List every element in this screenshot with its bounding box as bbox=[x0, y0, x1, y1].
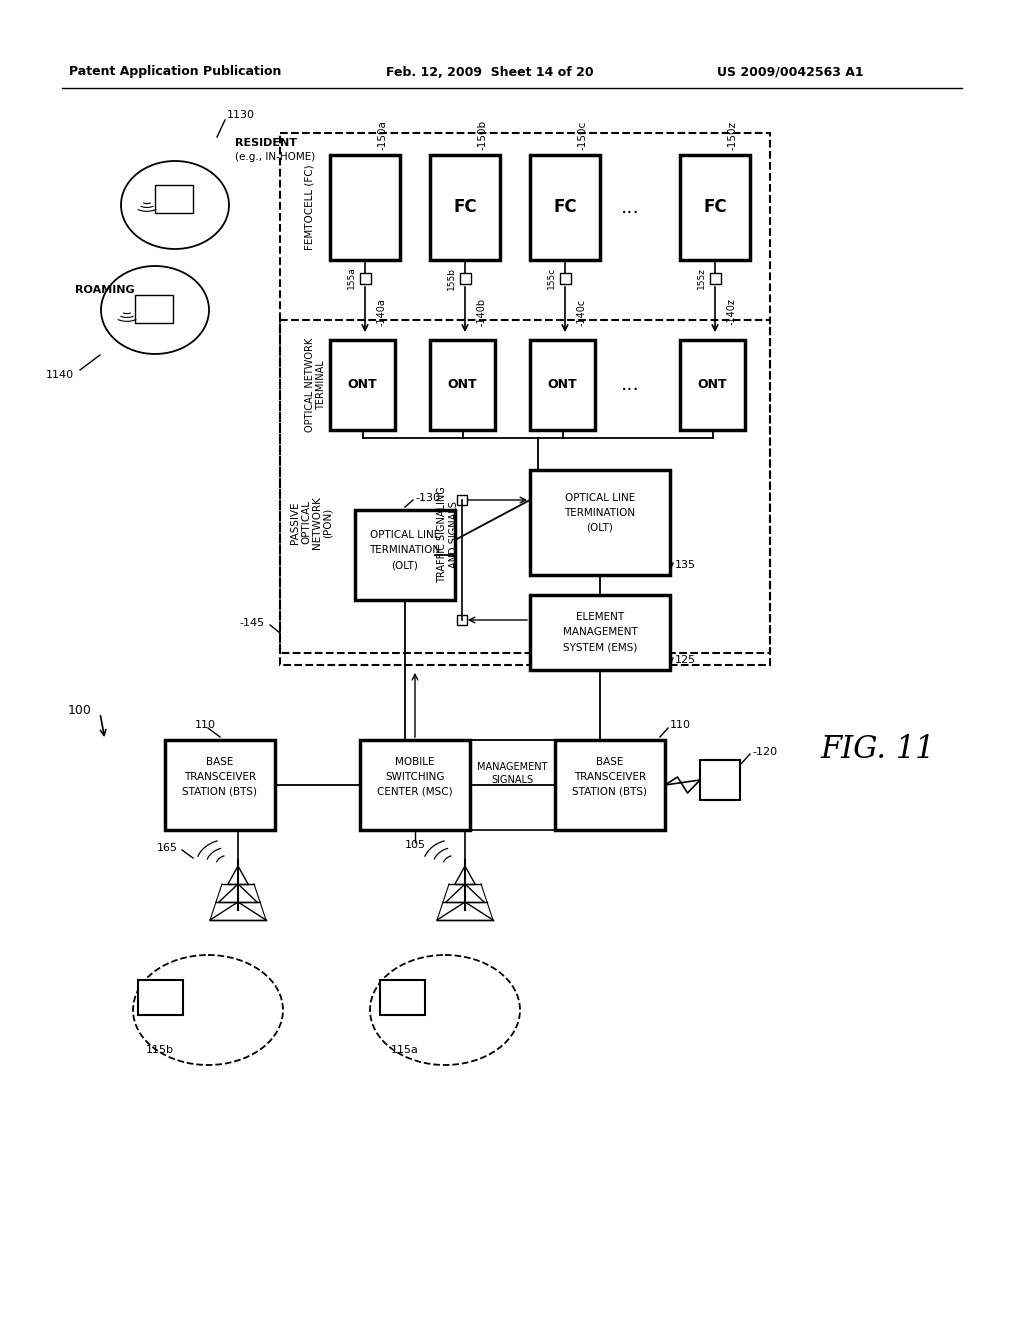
Text: AND SIGNALS: AND SIGNALS bbox=[449, 502, 459, 569]
Text: OPTICAL LINE: OPTICAL LINE bbox=[370, 531, 440, 540]
Text: 155b: 155b bbox=[446, 267, 456, 289]
Bar bbox=[430, 341, 495, 430]
Text: MANAGEMENT: MANAGEMENT bbox=[562, 627, 637, 638]
Bar bbox=[138, 979, 183, 1015]
Text: TERMINAL: TERMINAL bbox=[316, 360, 326, 411]
Text: MOBILE: MOBILE bbox=[395, 756, 435, 767]
Bar bbox=[460, 272, 470, 284]
Text: -140z: -140z bbox=[727, 298, 737, 326]
Text: ...: ... bbox=[621, 375, 639, 395]
Bar bbox=[530, 341, 595, 430]
Bar bbox=[280, 319, 770, 665]
Text: (OLT): (OLT) bbox=[587, 523, 613, 533]
Text: -140c: -140c bbox=[577, 298, 587, 326]
Text: OPTICAL: OPTICAL bbox=[301, 500, 311, 544]
Text: PASSIVE: PASSIVE bbox=[290, 502, 300, 544]
Text: 110: 110 bbox=[195, 719, 215, 730]
Text: -150b: -150b bbox=[477, 120, 487, 150]
Text: 1140: 1140 bbox=[46, 370, 74, 380]
Text: -120: -120 bbox=[752, 747, 777, 756]
Bar bbox=[457, 495, 467, 506]
Text: FC: FC bbox=[553, 198, 577, 216]
Text: ONT: ONT bbox=[348, 379, 377, 392]
Text: FC: FC bbox=[703, 198, 727, 216]
Text: 110: 110 bbox=[670, 719, 691, 730]
Text: TRANSCEIVER: TRANSCEIVER bbox=[184, 772, 256, 781]
Text: SIGNALS: SIGNALS bbox=[492, 775, 534, 785]
Bar bbox=[135, 294, 173, 323]
Bar bbox=[430, 154, 500, 260]
Bar bbox=[710, 272, 721, 284]
Bar bbox=[380, 979, 425, 1015]
Text: 105: 105 bbox=[404, 840, 426, 850]
Text: FEMTOCELL (FC): FEMTOCELL (FC) bbox=[305, 165, 315, 251]
Text: 155c: 155c bbox=[547, 267, 555, 289]
Bar bbox=[330, 154, 400, 260]
Text: OPTICAL LINE: OPTICAL LINE bbox=[565, 492, 635, 503]
Text: -145: -145 bbox=[240, 618, 265, 628]
Bar bbox=[530, 154, 600, 260]
Text: FC: FC bbox=[454, 198, 477, 216]
Text: (PON): (PON) bbox=[323, 507, 333, 537]
Bar bbox=[360, 741, 470, 830]
Text: TERMINATION: TERMINATION bbox=[564, 508, 636, 517]
Text: BASE: BASE bbox=[596, 756, 624, 767]
Bar bbox=[559, 272, 570, 284]
Text: (OLT): (OLT) bbox=[391, 560, 419, 570]
Bar bbox=[155, 185, 193, 213]
Text: MANAGEMENT: MANAGEMENT bbox=[477, 762, 548, 772]
Text: BASE: BASE bbox=[206, 756, 233, 767]
Text: ONT: ONT bbox=[447, 379, 477, 392]
Text: -150c: -150c bbox=[577, 120, 587, 150]
Text: ONT: ONT bbox=[697, 379, 727, 392]
Text: 155a: 155a bbox=[346, 267, 355, 289]
Bar bbox=[355, 510, 455, 601]
Text: CENTER (MSC): CENTER (MSC) bbox=[377, 787, 453, 797]
Bar bbox=[680, 341, 745, 430]
Bar bbox=[530, 595, 670, 671]
Text: -140a: -140a bbox=[377, 298, 387, 326]
Text: 155z: 155z bbox=[696, 267, 706, 289]
Bar bbox=[280, 133, 770, 653]
Text: RESIDENT: RESIDENT bbox=[234, 139, 297, 148]
Text: ROAMING: ROAMING bbox=[75, 285, 134, 294]
Text: ...: ... bbox=[621, 198, 639, 216]
Bar bbox=[680, 154, 750, 260]
Bar bbox=[530, 470, 670, 576]
Bar bbox=[555, 741, 665, 830]
Text: SYSTEM (EMS): SYSTEM (EMS) bbox=[563, 642, 637, 652]
Text: 100: 100 bbox=[69, 704, 92, 717]
Text: 1130: 1130 bbox=[227, 110, 255, 120]
Text: TRANSCEIVER: TRANSCEIVER bbox=[573, 772, 646, 781]
Text: 115b: 115b bbox=[146, 1045, 174, 1055]
Text: 165: 165 bbox=[157, 843, 178, 853]
Bar bbox=[700, 760, 740, 800]
Text: US 2009/0042563 A1: US 2009/0042563 A1 bbox=[717, 66, 863, 78]
Text: -150z: -150z bbox=[727, 121, 737, 150]
Text: 125: 125 bbox=[675, 655, 696, 665]
Text: TRAFFIC SIGNALING: TRAFFIC SIGNALING bbox=[437, 487, 447, 583]
Bar bbox=[330, 341, 395, 430]
Text: ONT: ONT bbox=[548, 379, 578, 392]
Text: -140b: -140b bbox=[477, 298, 487, 326]
Text: Patent Application Publication: Patent Application Publication bbox=[69, 66, 282, 78]
Bar bbox=[457, 615, 467, 624]
Text: SWITCHING: SWITCHING bbox=[385, 772, 444, 781]
Text: -130: -130 bbox=[415, 492, 440, 503]
Text: Feb. 12, 2009  Sheet 14 of 20: Feb. 12, 2009 Sheet 14 of 20 bbox=[386, 66, 594, 78]
Bar bbox=[359, 272, 371, 284]
Text: 115a: 115a bbox=[391, 1045, 419, 1055]
Text: 135: 135 bbox=[675, 560, 696, 570]
Text: (e.g., IN-HOME): (e.g., IN-HOME) bbox=[234, 152, 315, 162]
Bar bbox=[165, 741, 275, 830]
Text: -150a: -150a bbox=[377, 120, 387, 150]
Text: TERMINATION: TERMINATION bbox=[370, 545, 440, 554]
Text: STATION (BTS): STATION (BTS) bbox=[572, 787, 647, 797]
Text: OPTICAL NETWORK: OPTICAL NETWORK bbox=[305, 338, 315, 432]
Text: FIG. 11: FIG. 11 bbox=[820, 734, 935, 766]
Text: ELEMENT: ELEMENT bbox=[575, 612, 624, 622]
Text: STATION (BTS): STATION (BTS) bbox=[182, 787, 257, 797]
Text: NETWORK: NETWORK bbox=[312, 496, 322, 549]
